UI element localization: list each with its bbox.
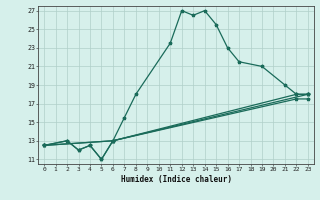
X-axis label: Humidex (Indice chaleur): Humidex (Indice chaleur): [121, 175, 231, 184]
